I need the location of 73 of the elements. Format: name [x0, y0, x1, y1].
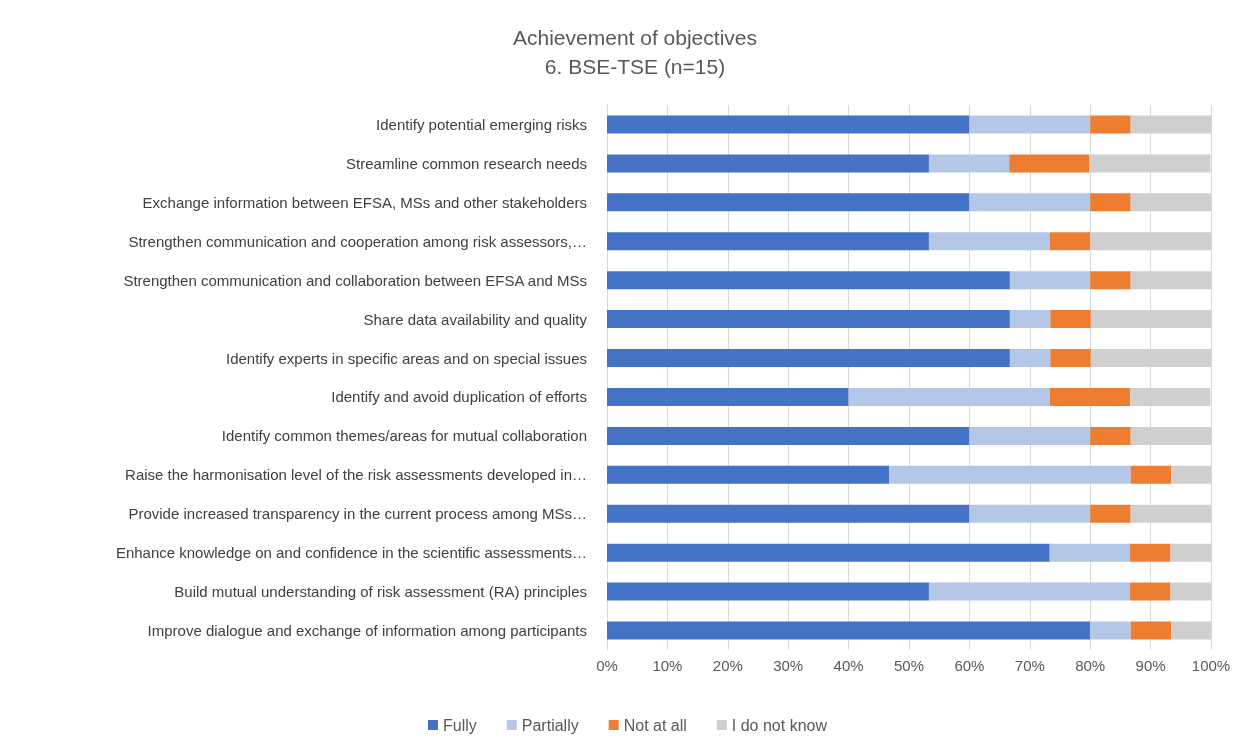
bar — [607, 504, 970, 523]
bar — [1009, 154, 1090, 173]
bar — [928, 154, 1010, 173]
bar — [1090, 504, 1131, 523]
bar — [928, 232, 1050, 251]
x-tick-label: 20% — [712, 657, 743, 674]
y-tick-label: Raise the harmonisation level of the risk assessments developed in… — [125, 466, 587, 484]
bar — [1130, 582, 1171, 601]
x-tick-label: 10% — [652, 657, 683, 674]
y-tick-label: Identify and avoid duplication of efforts — [331, 388, 587, 406]
bar — [1049, 232, 1091, 251]
y-tick-label: Provide increased transparency in the current process among MSs… — [128, 505, 587, 523]
y-tick-label: Identify potential emerging risks — [376, 115, 587, 133]
legend-label: I do not know — [731, 716, 828, 734]
bar — [607, 310, 1010, 329]
bar — [928, 582, 1131, 601]
bar — [1049, 387, 1131, 406]
bar — [969, 115, 1091, 134]
bar — [607, 271, 1010, 290]
bar — [848, 387, 1050, 406]
bar — [1130, 621, 1172, 640]
bar — [1009, 310, 1051, 329]
bar — [607, 154, 929, 173]
y-tick-label: Strengthen communication and cooperation among risk assessors,… — [128, 232, 587, 250]
bar — [969, 426, 1091, 445]
legend-label: Partially — [521, 716, 579, 734]
y-tick-label: Strengthen communication and collaboration between EFSA and MSs — [123, 271, 587, 289]
bar — [1090, 193, 1131, 212]
bar — [607, 582, 929, 601]
y-tick-label: Share data availability and quality — [363, 310, 588, 328]
x-tick-label: 0% — [596, 657, 618, 674]
bar — [1090, 621, 1131, 640]
legend-label: Fully — [443, 716, 477, 734]
bar — [969, 504, 1091, 523]
bar — [607, 621, 1091, 640]
bar — [1130, 543, 1171, 562]
x-tick-label: 30% — [773, 657, 804, 674]
bar — [1090, 271, 1131, 290]
bar — [1090, 426, 1131, 445]
bar — [1009, 349, 1051, 368]
chart-subtitle: 6. BSE-TSE (n=15) — [544, 55, 726, 78]
bar — [1050, 349, 1091, 368]
bar — [1009, 271, 1091, 290]
bar — [607, 193, 970, 212]
bar — [1130, 465, 1172, 484]
x-tick-label: 50% — [893, 657, 925, 674]
x-tick-label: 80% — [1075, 657, 1106, 674]
x-tick-label: 40% — [833, 657, 864, 674]
y-tick-label: Identify common themes/areas for mutual collaboration — [221, 427, 587, 445]
x-tick-label: 90% — [1135, 657, 1166, 674]
x-tick-label: 100% — [1191, 657, 1231, 674]
bar — [1049, 543, 1131, 562]
bar — [1050, 310, 1091, 329]
bar — [889, 465, 1131, 484]
bar — [607, 115, 970, 134]
legend-label: Not at all — [623, 716, 687, 734]
bar — [607, 349, 1010, 368]
x-tick-label: 60% — [954, 657, 985, 674]
y-tick-label: Enhance knowledge on and confidence in the scientific assessments… — [115, 544, 587, 562]
y-tick-label: Identify experts in specific areas and on special issues — [225, 349, 587, 367]
bar — [969, 193, 1091, 212]
bar — [607, 426, 970, 445]
y-tick-label: Improve dialogue and exchange of information among participants — [147, 622, 587, 640]
x-tick-label: 70% — [1014, 657, 1045, 674]
bar — [607, 232, 929, 251]
bar — [607, 387, 849, 406]
chart-title: Achievement of objectives — [513, 26, 757, 49]
bar — [607, 465, 890, 484]
bar — [1090, 115, 1131, 134]
bar — [607, 543, 1050, 562]
y-tick-label: Build mutual understanding of risk assessment (RA) principles — [174, 583, 587, 601]
y-tick-label: Streamline common research needs — [346, 154, 587, 172]
y-tick-label: Exchange information between EFSA, MSs and other stakeholders — [142, 193, 587, 211]
